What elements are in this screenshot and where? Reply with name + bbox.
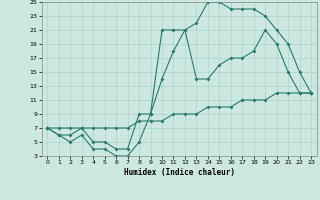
X-axis label: Humidex (Indice chaleur): Humidex (Indice chaleur) bbox=[124, 168, 235, 177]
